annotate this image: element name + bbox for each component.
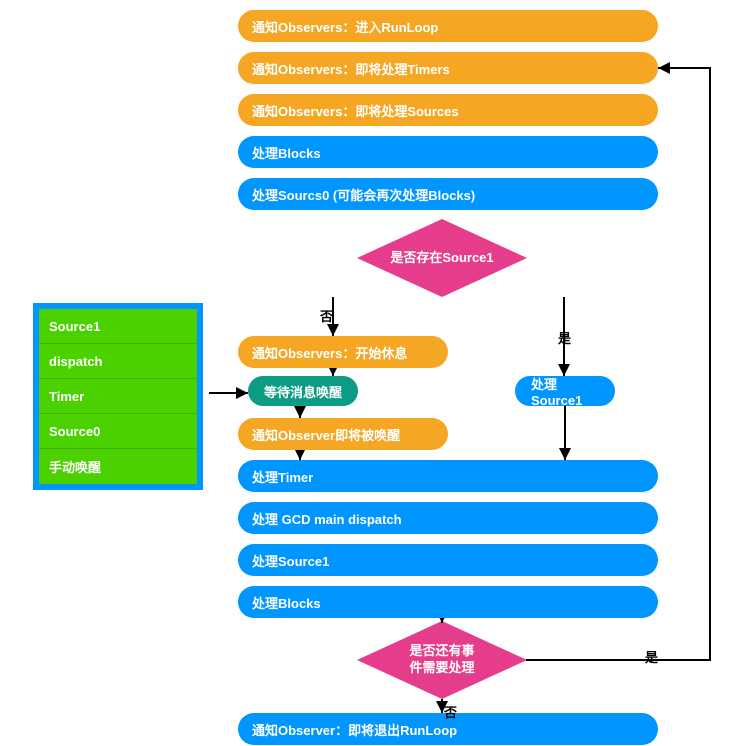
box-label: 通知Observers：进入RunLoop bbox=[252, 17, 438, 36]
diamond-label: 是否存在Source1 bbox=[390, 250, 493, 267]
flow-box: 通知Observers：即将处理Timers bbox=[238, 52, 658, 84]
list-item-label: Source0 bbox=[49, 424, 100, 439]
edge-label: 否 bbox=[444, 702, 457, 721]
box-label: 通知Observers：即将处理Sources bbox=[252, 101, 459, 120]
diamond-label: 是否还有事 件需要处理 bbox=[409, 643, 474, 677]
pill-label: 处理Source1 bbox=[531, 374, 599, 408]
flow-box: 通知Observers：即将处理Sources bbox=[238, 94, 658, 126]
edge-label: 是 bbox=[558, 328, 571, 347]
box-label: 通知Observer即将被唤醒 bbox=[252, 425, 400, 444]
list-item: Source0 bbox=[39, 414, 197, 449]
box-label: 处理Sourcs0 (可能会再次处理Blocks) bbox=[252, 185, 475, 204]
flow-pill: 等待消息唤醒 bbox=[248, 376, 358, 406]
flow-box: 通知Observers：进入RunLoop bbox=[238, 10, 658, 42]
list-item-label: dispatch bbox=[49, 354, 102, 369]
list-item: dispatch bbox=[39, 344, 197, 379]
flow-box: 处理Source1 bbox=[238, 544, 658, 576]
list-item-label: Timer bbox=[49, 389, 84, 404]
edge-label: 否 bbox=[320, 306, 333, 325]
box-label: 处理 GCD main dispatch bbox=[252, 509, 402, 528]
box-label: 通知Observer：即将退出RunLoop bbox=[252, 720, 457, 739]
edge-label: 是 bbox=[645, 647, 658, 666]
box-label: 处理Timer bbox=[252, 467, 313, 486]
list-item-label: Source1 bbox=[49, 319, 100, 334]
flow-box: 处理Sourcs0 (可能会再次处理Blocks) bbox=[238, 178, 658, 210]
decision-diamond: 是否还有事 件需要处理 bbox=[357, 621, 527, 699]
flow-box: 处理Timer bbox=[238, 460, 658, 492]
box-label: 处理Source1 bbox=[252, 551, 329, 570]
box-label: 通知Observers：开始休息 bbox=[252, 343, 407, 362]
list-item-label: 手动唤醒 bbox=[49, 457, 101, 476]
flow-box: 通知Observer即将被唤醒 bbox=[238, 418, 448, 450]
flow-box: 通知Observers：开始休息 bbox=[238, 336, 448, 368]
wakeup-source-list: Source1 dispatch Timer Source0 手动唤醒 bbox=[33, 303, 203, 490]
pill-label: 等待消息唤醒 bbox=[264, 382, 342, 401]
decision-diamond: 是否存在Source1 bbox=[357, 219, 527, 297]
flow-box: 处理Blocks bbox=[238, 136, 658, 168]
box-label: 处理Blocks bbox=[252, 143, 321, 162]
list-item: Timer bbox=[39, 379, 197, 414]
flow-pill: 处理Source1 bbox=[515, 376, 615, 406]
list-item: 手动唤醒 bbox=[39, 449, 197, 484]
box-label: 通知Observers：即将处理Timers bbox=[252, 59, 450, 78]
flow-box: 处理Blocks bbox=[238, 586, 658, 618]
flow-box: 处理 GCD main dispatch bbox=[238, 502, 658, 534]
list-item: Source1 bbox=[39, 309, 197, 344]
box-label: 处理Blocks bbox=[252, 593, 321, 612]
